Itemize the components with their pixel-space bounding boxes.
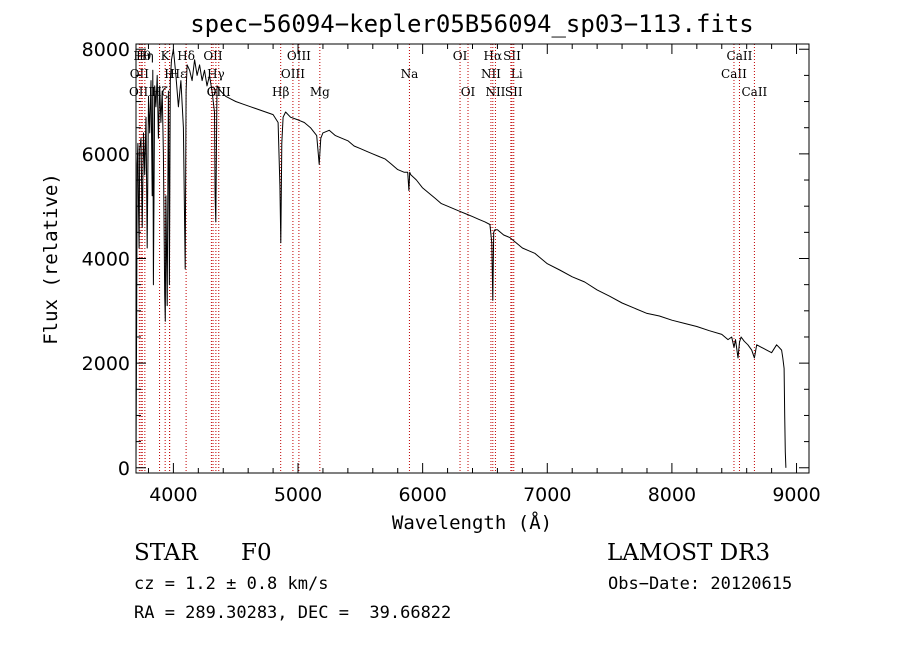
y-axis: 0 2000 4000 6000 8000 xyxy=(82,39,809,480)
line-label-2: Hθ xyxy=(133,49,151,63)
line-label-0: OII xyxy=(130,67,150,81)
line-label-19: OI xyxy=(461,85,476,99)
line-label-10: OII xyxy=(203,49,223,63)
line-label-18: OI xyxy=(453,49,468,63)
object-subclass: F0 xyxy=(241,540,272,566)
line-label-26: CaII xyxy=(721,67,747,81)
survey-name: LAMOST DR3 xyxy=(607,540,771,566)
line-label-23: SII xyxy=(503,49,521,63)
x-tick-label-4000: 4000 xyxy=(149,484,197,506)
y-tick-label-6000: 6000 xyxy=(82,144,130,166)
line-label-28: CaII xyxy=(741,85,767,99)
obs-date: Obs−Date: 20120615 xyxy=(608,574,793,594)
redshift-text: cz = 1.2 ± 0.8 km/s xyxy=(134,574,329,594)
line-label-15: OIII xyxy=(287,49,311,63)
line-label-24: Li xyxy=(511,67,523,81)
x-tick-label-6000: 6000 xyxy=(398,484,446,506)
line-label-9: G xyxy=(207,85,217,99)
chart-title: spec−56094−kepler05B56094_sp03−113.fits xyxy=(190,10,754,38)
series-group xyxy=(135,48,787,468)
y-tick-label-0: 0 xyxy=(118,458,130,480)
line-label-3: Hη xyxy=(136,49,154,63)
x-axis-label: Wavelength (Å) xyxy=(392,511,552,534)
y-tick-label-2000: 2000 xyxy=(82,353,130,375)
line-label-27: CaII xyxy=(727,49,753,63)
line-label-25: SII xyxy=(505,85,523,99)
object-class: STAR xyxy=(134,540,198,566)
y-axis-label: Flux (relative) xyxy=(40,173,62,345)
line-label-1: OIII xyxy=(129,85,153,99)
line-label-8: Hδ xyxy=(177,49,195,63)
x-tick-label-8000: 8000 xyxy=(648,484,696,506)
line-label-16: Mg xyxy=(310,85,330,99)
x-tick-label-9000: 9000 xyxy=(772,484,820,506)
line-label-21: NII xyxy=(481,67,501,81)
line-label-14: OIII xyxy=(281,67,305,81)
series-flux xyxy=(135,48,787,468)
line-label-5: K xyxy=(161,49,171,63)
line-label-20: Hα xyxy=(484,49,503,63)
y-tick-label-4000: 4000 xyxy=(82,249,130,271)
plot-frame xyxy=(135,43,810,474)
line-label-22: NII xyxy=(485,85,505,99)
x-tick-label-5000: 5000 xyxy=(274,484,322,506)
line-label-17: Na xyxy=(401,67,419,81)
line-label-7: Hε xyxy=(170,67,187,81)
y-tick-label-8000: 8000 xyxy=(82,39,130,61)
x-tick-label-7000: 7000 xyxy=(523,484,571,506)
x-axis: 4000 5000 6000 7000 8000 9000 xyxy=(147,44,821,506)
coordinates: RA = 289.30283, DEC = 39.66822 xyxy=(134,603,452,623)
line-label-11: Hγ xyxy=(207,67,225,81)
line-label-13: Hβ xyxy=(272,85,289,99)
